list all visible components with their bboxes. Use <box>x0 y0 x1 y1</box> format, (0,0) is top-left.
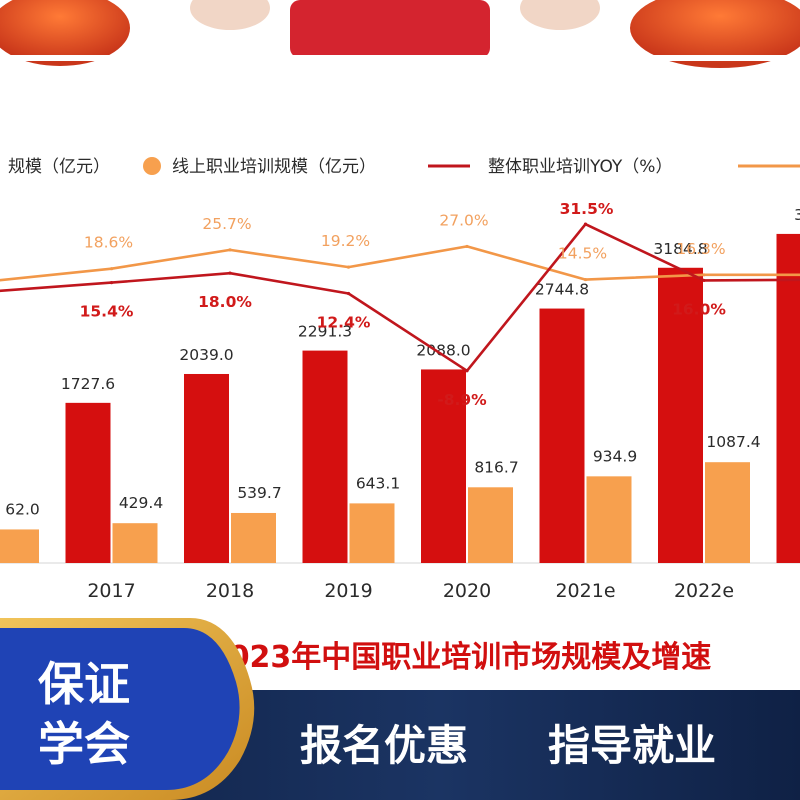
bar-total-2018 <box>184 373 229 563</box>
x-tick-2017: 2017 <box>87 580 135 602</box>
point-online-yoy-2020 <box>465 244 469 249</box>
bar-online-label-2019: 643.1 <box>356 474 400 492</box>
bar-total-label-2018: 2039.0 <box>179 346 233 364</box>
slogan-discount: 报名优惠 <box>300 721 468 770</box>
label-online-yoy-2021e: 14.5% <box>558 245 607 263</box>
legend-marker-online-size <box>143 157 161 175</box>
label-total-yoy-2021e: 31.5% <box>560 200 614 218</box>
x-tick-2019: 2019 <box>324 580 372 602</box>
header-divider <box>0 55 800 61</box>
bar-total-2021e <box>539 308 585 563</box>
bar-total-label-2017: 1727.6 <box>61 375 115 393</box>
bar-online-2016 <box>0 529 39 563</box>
bar-online-label-2020: 816.7 <box>474 458 518 476</box>
point-online-yoy-2019 <box>346 265 351 269</box>
x-tick-2018: 2018 <box>206 580 254 602</box>
promo-banner: 保证 学会 报名优惠 指导就业 <box>0 618 800 800</box>
badge-text-line1: 保证 <box>38 657 130 711</box>
point-total-yoy-2018 <box>228 271 232 275</box>
right-bulb-icon <box>520 0 600 30</box>
bar-total-2019 <box>302 350 348 563</box>
bar-online-2019 <box>349 503 395 563</box>
bar-total-label-2019: 2291.3 <box>298 323 352 341</box>
x-tick-2021e: 2021e <box>555 580 615 602</box>
label-total-yoy-2019: 12.4% <box>317 313 371 331</box>
x-tick-2022e: 2022e <box>674 580 734 602</box>
legend-text-online-size: 线上职业培训规模（亿元） <box>172 157 376 177</box>
point-total-yoy-2020 <box>465 369 469 373</box>
decorative-header <box>0 0 800 68</box>
bar-total-2020 <box>421 369 466 563</box>
bar-total-label-2023e: 3 <box>794 206 800 224</box>
badge-blue-fill <box>0 628 240 790</box>
right-lantern-icon <box>630 0 800 68</box>
left-bulb-icon <box>190 0 270 30</box>
label-total-yoy-2018: 18.0% <box>198 293 252 311</box>
label-total-yoy-2020: -8.9% <box>437 391 487 409</box>
point-online-yoy-2017 <box>109 267 114 271</box>
slogan-employment: 指导就业 <box>548 721 716 770</box>
bar-total-2017 <box>65 402 111 563</box>
badge-text-line2: 学会 <box>38 717 130 771</box>
legend-text-total-yoy: 整体职业培训YOY（%） <box>488 157 672 177</box>
label-total-yoy-2022e: 16.0% <box>672 300 726 318</box>
bar-online-2018 <box>231 512 276 563</box>
label-online-yoy-2022e: 16.3% <box>676 240 725 258</box>
bar-online-2020 <box>468 487 513 563</box>
line-total-yoy <box>0 222 800 373</box>
red-ribbon <box>290 0 490 58</box>
bar-online-2017 <box>112 523 158 563</box>
left-lantern-icon <box>0 0 130 66</box>
bar-online-label-2016: 62.0 <box>5 500 40 518</box>
label-online-yoy-2020: 27.0% <box>439 211 488 229</box>
point-total-yoy-2019 <box>346 291 351 296</box>
point-online-yoy-2018 <box>228 248 232 252</box>
bar-total-label-2021e: 2744.8 <box>535 281 589 299</box>
bar-online-label-2022e: 1087.4 <box>706 433 760 451</box>
bar-online-label-2017: 429.4 <box>119 494 163 512</box>
bar-total-2022e <box>658 267 703 563</box>
bar-online-label-2021e: 934.9 <box>593 447 637 465</box>
x-tick-2020: 2020 <box>443 580 491 602</box>
chart-marks: 62.0 1727.6 429.4 2017 2039.0 539.7 2018 2291.3… <box>0 200 800 602</box>
point-online-yoy-2021e <box>583 277 588 282</box>
label-online-yoy-2018: 25.7% <box>202 215 251 233</box>
point-online-yoy-2022e <box>702 273 706 277</box>
bar-online-label-2018: 539.7 <box>237 484 281 502</box>
point-total-yoy-2017 <box>109 280 114 285</box>
bar-total-label-2022e: 3184.8 <box>653 240 707 258</box>
label-online-yoy-2019: 19.2% <box>321 232 370 250</box>
bar-online-2022e <box>705 462 750 563</box>
chart-legend: 规模（亿元） 线上职业培训规模（亿元） 整体职业培训YOY（%） <box>8 157 800 177</box>
bar-total-2023e <box>776 233 800 564</box>
legend-text-total-size: 规模（亿元） <box>8 157 110 177</box>
bar-online-2021e <box>586 476 632 563</box>
point-total-yoy-2022e <box>702 278 706 283</box>
line-online-yoy <box>0 245 800 282</box>
point-total-yoy-2021e <box>583 222 588 226</box>
label-total-yoy-2017: 15.4% <box>80 303 134 321</box>
label-online-yoy-2017: 18.6% <box>84 234 133 252</box>
chart-title: 023年中国职业培训市场规模及增速 <box>229 640 712 675</box>
